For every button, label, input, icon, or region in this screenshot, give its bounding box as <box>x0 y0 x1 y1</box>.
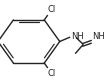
Text: Cl: Cl <box>48 5 56 14</box>
Text: Cl: Cl <box>48 69 56 78</box>
Text: NH: NH <box>92 32 105 41</box>
Text: NH: NH <box>71 32 84 41</box>
